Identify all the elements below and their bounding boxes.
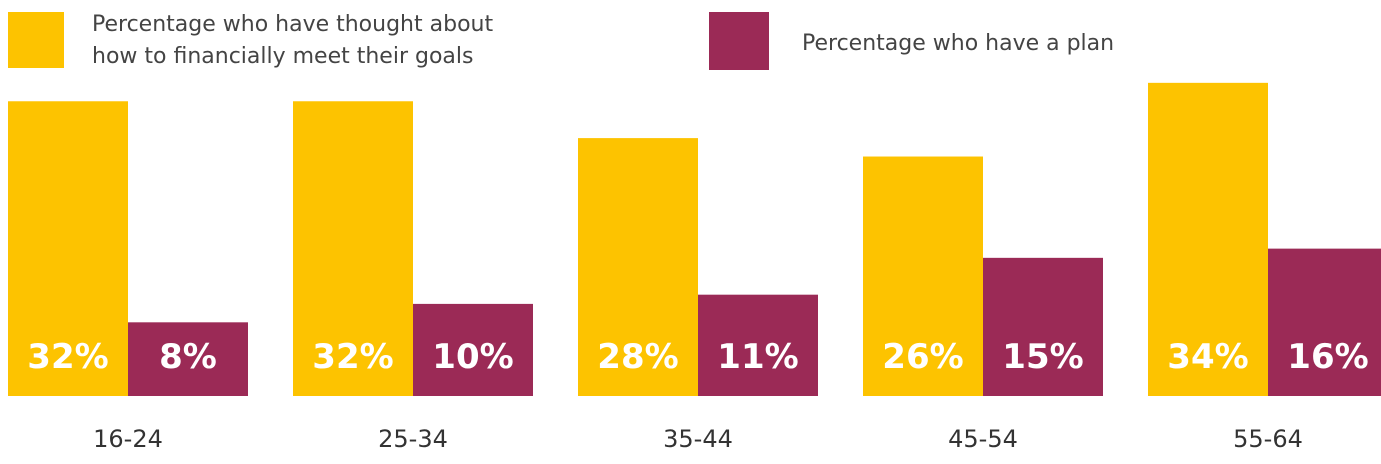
- bar-thought-45-54: [863, 156, 983, 396]
- bar-label-thought-45-54: 26%: [882, 337, 963, 377]
- category-label-25-34: 25-34: [378, 425, 448, 453]
- legend-label-thought-line-1: Percentage who have thought about: [92, 12, 493, 37]
- legend-swatch-thought: [8, 12, 64, 68]
- bar-plan-16-24: [128, 322, 248, 396]
- bar-label-plan-45-54: 15%: [1002, 337, 1083, 377]
- legend-label-thought-line-2: how to financially meet their goals: [92, 44, 473, 69]
- bar-thought-25-34: [293, 101, 413, 397]
- bar-label-plan-16-24: 8%: [159, 337, 217, 377]
- bar-plan-35-44: [698, 294, 818, 396]
- legend-swatch-plan: [709, 12, 769, 70]
- bar-label-thought-25-34: 32%: [312, 337, 393, 377]
- bar-thought-35-44: [578, 138, 698, 396]
- bar-label-plan-55-64: 16%: [1287, 337, 1368, 377]
- legend: Percentage who have thought about how to…: [8, 12, 1114, 70]
- bar-label-plan-25-34: 10%: [432, 337, 513, 377]
- category-label-35-44: 35-44: [663, 425, 733, 453]
- bar-label-plan-35-44: 11%: [717, 337, 798, 377]
- bar-label-thought-16-24: 32%: [27, 337, 108, 377]
- bars: [8, 82, 1381, 397]
- category-labels: 16-24 25-34 35-44 45-54 55-64: [93, 425, 1303, 453]
- bar-labels: 32% 8% 32% 10% 28% 11% 26% 15% 34% 16%: [27, 337, 1368, 377]
- bar-thought-55-64: [1148, 82, 1268, 396]
- legend-label-plan: Percentage who have a plan: [802, 31, 1114, 56]
- bar-plan-55-64: [1268, 248, 1381, 396]
- bar-label-thought-35-44: 28%: [597, 337, 678, 377]
- bar-label-thought-55-64: 34%: [1167, 337, 1248, 377]
- bar-thought-16-24: [8, 101, 128, 397]
- bar-plan-45-54: [983, 257, 1103, 396]
- bar-plan-25-34: [413, 303, 533, 396]
- category-label-16-24: 16-24: [93, 425, 163, 453]
- category-label-55-64: 55-64: [1233, 425, 1303, 453]
- category-label-45-54: 45-54: [948, 425, 1018, 453]
